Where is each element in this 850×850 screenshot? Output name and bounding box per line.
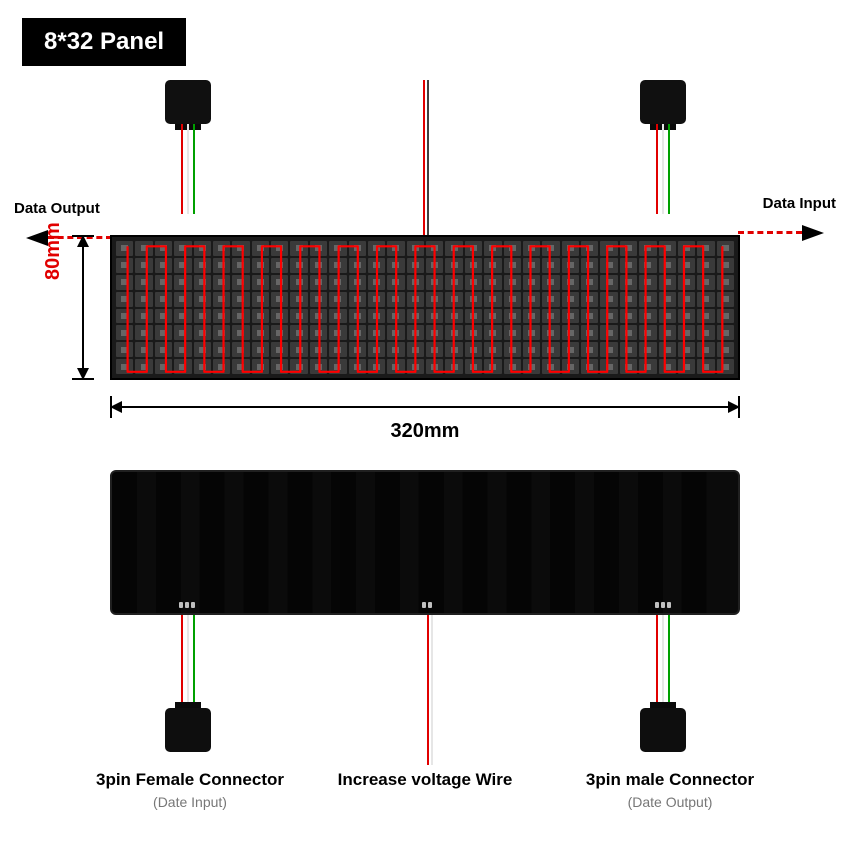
wire-bundle	[425, 615, 435, 765]
top-output-connector	[165, 80, 215, 150]
led-panel-front	[110, 235, 740, 380]
solder-pads	[648, 602, 678, 610]
male-connector-sublabel: (Date Output)	[560, 794, 780, 810]
jst-connector-icon	[640, 708, 686, 752]
data-input-label: Data Input	[763, 195, 836, 212]
width-dimension	[110, 392, 740, 422]
wire-bundle	[640, 615, 686, 710]
solder-pads	[172, 602, 202, 610]
wire-bundle	[165, 124, 211, 214]
led-panel-back	[110, 470, 740, 615]
data-output-label: Data Output	[14, 200, 100, 217]
jst-connector-icon	[640, 80, 686, 124]
bottom-male-connector	[640, 615, 690, 752]
panel-title: 8*32 Panel	[22, 18, 186, 66]
jst-connector-icon	[165, 708, 211, 752]
voltage-wire-label: Increase voltage Wire	[315, 770, 535, 790]
wire-bundle	[165, 615, 211, 710]
dashed-line	[738, 231, 802, 234]
female-connector-sublabel: (Date Input)	[80, 794, 300, 810]
top-center-wires	[423, 80, 431, 240]
jst-connector-icon	[165, 80, 211, 124]
top-diagram: Data Output Data Input 80mm 320mm	[0, 80, 850, 460]
bottom-diagram: 3pin Female Connector (Date Input) Incre…	[0, 470, 850, 840]
width-value: 320mm	[0, 420, 850, 443]
female-connector-label: 3pin Female Connector	[80, 770, 300, 790]
led-grid	[116, 241, 734, 374]
height-dimension	[68, 235, 98, 380]
wire-bundle	[640, 124, 686, 214]
solder-pads	[412, 602, 442, 610]
bottom-voltage-wire	[405, 615, 455, 765]
bottom-female-connector	[165, 615, 215, 752]
height-value: 80mm	[42, 222, 65, 280]
top-input-connector	[640, 80, 690, 150]
male-connector-label: 3pin male Connector	[560, 770, 780, 790]
arrow-right-icon	[802, 225, 824, 241]
